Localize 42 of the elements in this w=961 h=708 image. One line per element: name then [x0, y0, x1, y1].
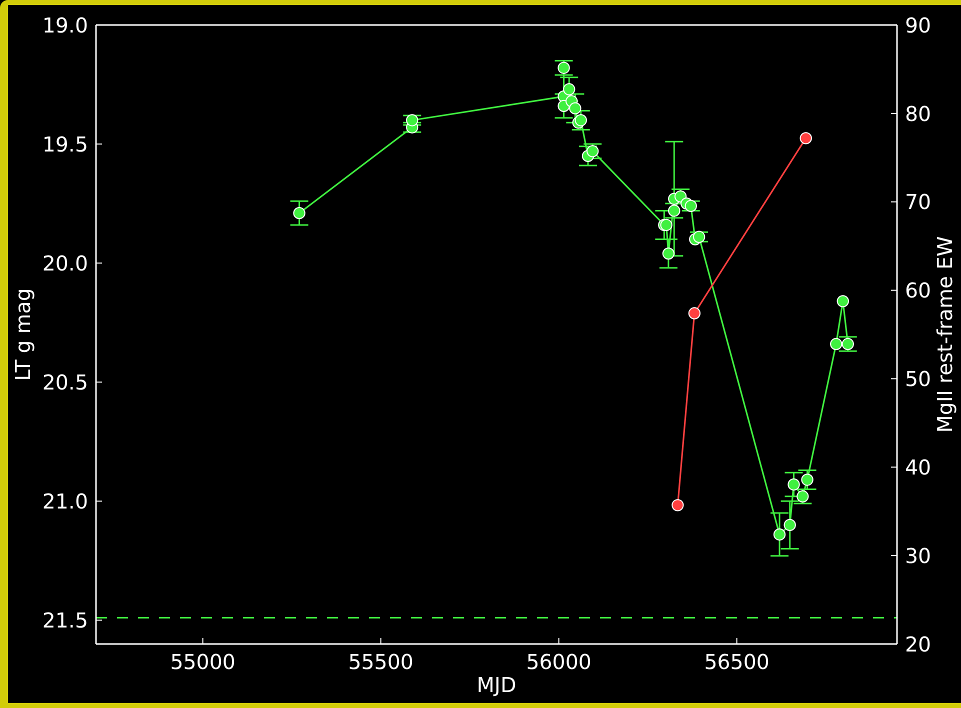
point	[586, 145, 599, 158]
y2-tick-label: 20	[905, 632, 932, 656]
y-tick-label: 19.0	[42, 13, 88, 38]
point	[684, 200, 697, 212]
y2-tick-label: 60	[905, 278, 932, 303]
y2-tick-label: 80	[905, 102, 932, 126]
point	[842, 338, 854, 350]
point	[836, 295, 849, 308]
point	[830, 338, 842, 350]
point	[293, 206, 306, 220]
x-tick-label: 56500	[704, 650, 770, 674]
y-tick-label: 19.5	[42, 132, 88, 156]
point	[558, 62, 570, 74]
point	[788, 478, 800, 491]
point	[801, 474, 814, 486]
y2-tick-label: 40	[905, 456, 932, 480]
point	[662, 247, 675, 260]
point	[800, 132, 812, 144]
point	[569, 102, 582, 114]
y-tick-label: 21.5	[42, 608, 88, 633]
point	[672, 499, 684, 512]
point	[692, 230, 706, 243]
point	[784, 518, 796, 532]
x-tick-label: 55500	[348, 650, 414, 674]
point	[574, 114, 587, 126]
y-tick-label: 20.5	[42, 370, 88, 394]
point	[796, 490, 809, 502]
x-tick-label: 56000	[526, 650, 592, 674]
point	[563, 83, 576, 96]
point	[773, 528, 786, 541]
x-tick-label: 55000	[170, 650, 236, 674]
point	[406, 114, 418, 126]
y2-axis-title: MgII rest-frame EW	[933, 236, 957, 433]
y2-tick-label: 50	[905, 367, 932, 392]
y-tick-label: 21.0	[42, 490, 88, 514]
y2-tick-label: 90	[905, 13, 932, 38]
y-tick-label: 20.0	[42, 251, 88, 276]
y2-tick-label: 30	[905, 544, 932, 568]
y-axis-title: LT g mag	[11, 288, 35, 381]
x-axis-title: MJD	[476, 673, 516, 697]
y2-tick-label: 70	[905, 190, 932, 214]
point	[688, 307, 701, 320]
